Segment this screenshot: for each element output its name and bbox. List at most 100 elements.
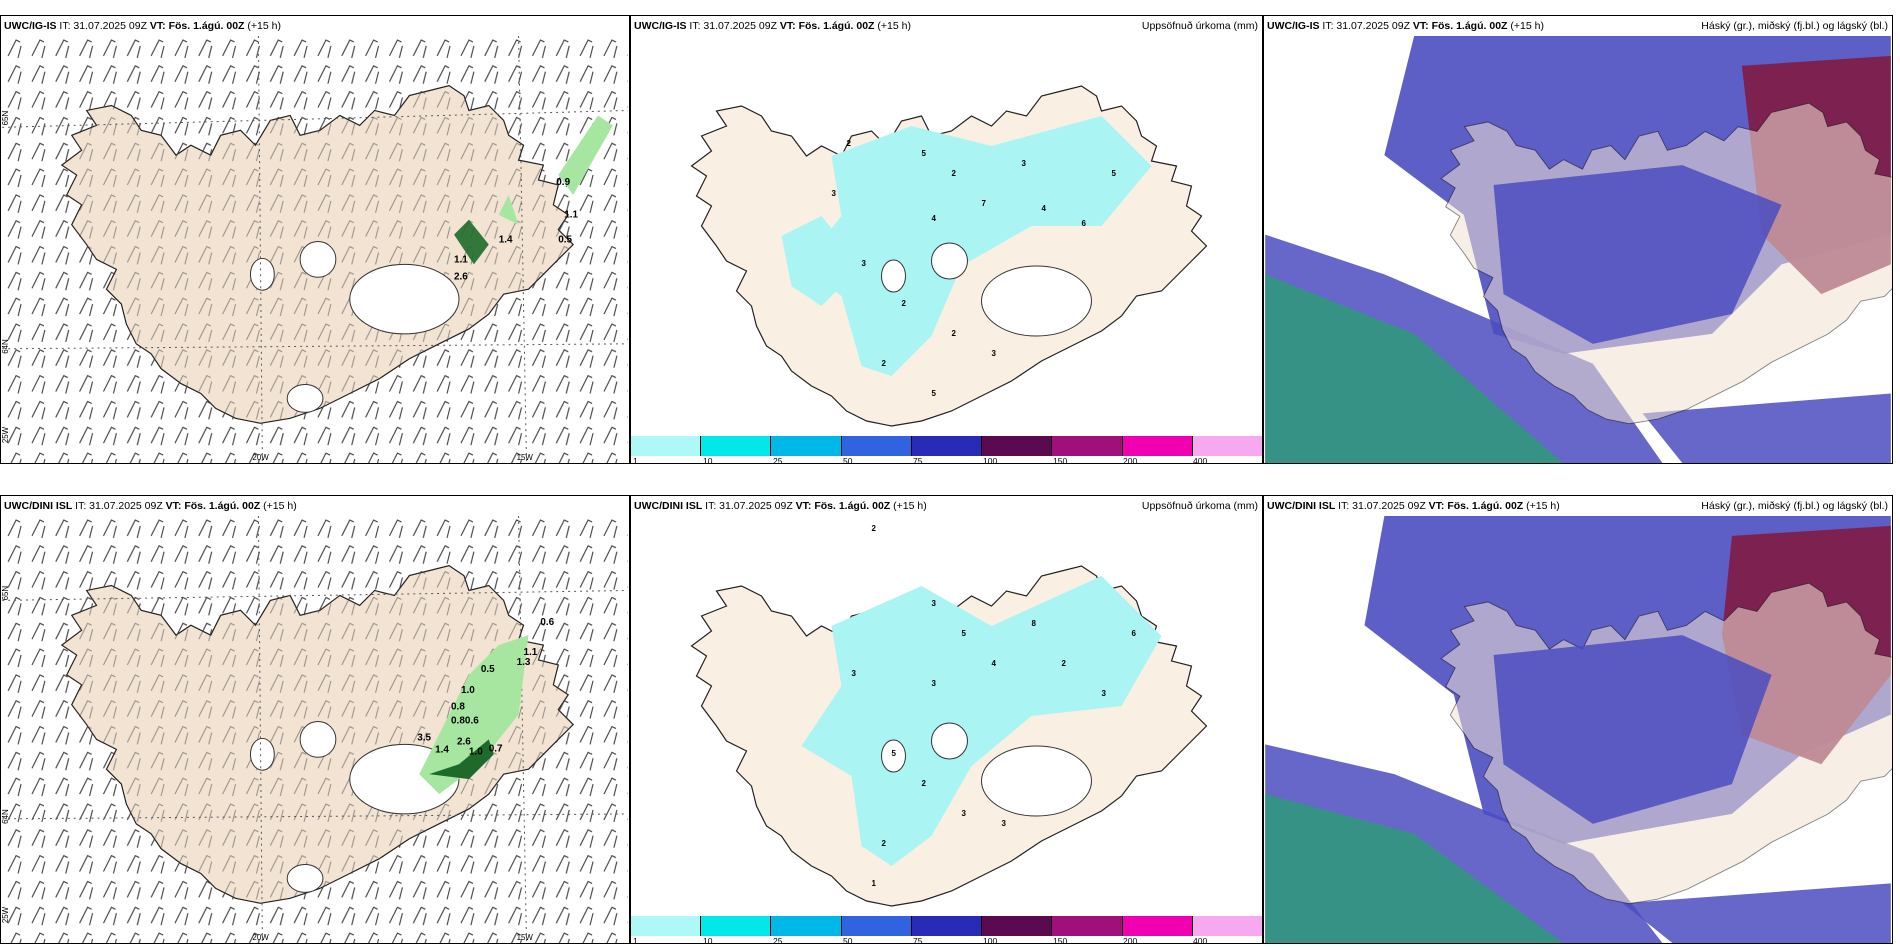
legend-label: 200 [1123,936,1138,944]
precip-value: 0.7 [489,743,503,754]
panel-header: UWC/DINI ISL IT: 31.07.2025 09Z VT: Fös.… [4,500,297,512]
legend-label: 400 [1193,456,1208,464]
svg-text:2: 2 [922,779,927,788]
legend-swatch [701,436,772,456]
legend-label: 75 [913,456,923,464]
legend-swatch [1052,916,1123,936]
legend-label: 75 [913,936,923,944]
lat-label: 64N [1,809,10,824]
legend-label: 50 [843,936,853,944]
legend-label: 50 [843,456,853,464]
legend-swatch [631,436,702,456]
legend-swatch [1192,916,1262,936]
svg-text:4: 4 [1042,204,1047,213]
legend-swatch [982,436,1053,456]
legend-swatch [911,916,983,936]
svg-text:3: 3 [832,189,837,198]
legend-label: 10 [703,456,713,464]
svg-text:3: 3 [1102,689,1107,698]
lat-label: 65N [1,586,10,601]
precip-value: 1.4 [435,744,449,755]
svg-text:2: 2 [882,839,887,848]
panel-title: Uppsöfnuð úrkoma (mm) [1141,20,1258,32]
svg-text:3: 3 [1002,819,1007,828]
cloud-map [1265,516,1892,943]
panel-title: Uppsöfnuð úrkoma (mm) [1141,500,1258,512]
wind-panel-bottom: UWC/DINI ISL IT: 31.07.2025 09Z VT: Fös.… [0,495,630,944]
legend-label: 10 [703,936,713,944]
precip-value: 1.0 [469,746,483,757]
lon-label: 15W [517,453,534,462]
svg-text:2: 2 [952,169,957,178]
panel-header: UWC/IG-IS IT: 31.07.2025 09Z VT: Fös. 1.… [4,20,281,32]
legend-label: 25 [773,936,783,944]
cloud-map [1265,36,1892,463]
lon-label: 20W [252,933,269,942]
svg-text:3: 3 [932,599,937,608]
legend-swatch [1192,436,1262,456]
svg-text:2: 2 [952,329,957,338]
precip-value: 2.6 [454,271,468,282]
lon-label: 20W [252,453,269,462]
svg-text:1: 1 [872,879,877,888]
svg-text:6: 6 [1082,219,1087,228]
svg-text:7: 7 [982,199,987,208]
legend-label: 150 [1053,456,1068,464]
lat-label: 25W [1,906,10,923]
legend-label: 100 [983,456,998,464]
svg-text:6: 6 [1132,629,1137,638]
svg-text:5: 5 [922,149,927,158]
legend-swatch [1122,916,1193,936]
legend-swatch [841,916,912,936]
precip-value: 0.6 [540,617,554,628]
svg-text:2: 2 [902,299,907,308]
legend-swatch [771,916,842,936]
panel-header: UWC/IG-IS IT: 31.07.2025 09Z VT: Fös. 1.… [1264,16,1892,36]
panel-header: UWC/IG-IS IT: 31.07.2025 09Z VT: Fös. 1.… [631,16,1262,36]
wind-map: 0.6 1.1 1.3 0.5 1.0 0.8 0.8 0.6 3.5 2.6 … [1,516,628,943]
precip-value: 0.5 [481,664,495,675]
svg-text:2: 2 [882,359,887,368]
wind-map: 0.9 1.1 0.5 1.4 1.1 2.6 65N 64N 25W 20W … [1,36,628,463]
panel-title: Háský (gr.), miðský (fj.bl.) og lágský (… [1701,20,1888,32]
legend-label: 150 [1053,936,1068,944]
precip-value: 2.6 [457,736,471,747]
svg-text:5: 5 [962,629,967,638]
precip-value: 0.6 [465,716,479,727]
precip-value: 1.1 [524,647,538,658]
legend-swatch [1052,436,1123,456]
legend-label: 200 [1123,456,1138,464]
legend-swatch [1122,436,1193,456]
precip-map: 2 3 5 4 3 2 3 5 2 3 3 2 6 8 3 1 [690,524,1208,907]
precip-value: 0.8 [451,702,465,713]
svg-text:5: 5 [1112,169,1117,178]
legend-swatch [701,916,772,936]
legend-label: 400 [1193,936,1208,944]
lat-label: 25W [1,426,10,443]
precip-value: 1.0 [461,685,475,696]
precip-value: 0.8 [451,716,465,727]
precip-value: 1.4 [499,235,513,246]
legend-label: 1 [633,936,638,944]
svg-text:3: 3 [992,349,997,358]
panel-title: Háský (gr.), miðský (fj.bl.) og lágský (… [1701,500,1888,512]
svg-text:2: 2 [872,524,877,533]
svg-text:8: 8 [1032,619,1037,628]
cloud-panel-bottom: UWC/DINI ISL IT: 31.07.2025 09Z VT: Fös.… [1263,495,1893,944]
svg-text:3: 3 [862,259,867,268]
legend-swatch [911,436,983,456]
legend-swatch [771,436,842,456]
wind-panel-top: UWC/IG-IS IT: 31.07.2025 09Z VT: Fös. 1.… [0,15,630,464]
precip-panel-bottom: UWC/DINI ISL IT: 31.07.2025 09Z VT: Fös.… [630,495,1263,944]
lat-label: 65N [1,111,10,126]
precip-legend [631,916,1262,936]
svg-text:3: 3 [962,809,967,818]
precip-value: 1.3 [517,657,531,668]
legend-swatch [841,436,912,456]
cloud-panel-top: UWC/IG-IS IT: 31.07.2025 09Z VT: Fös. 1.… [1263,15,1893,464]
lat-label: 64N [1,339,10,354]
legend-label: 100 [983,936,998,944]
panel-header: UWC/DINI ISL IT: 31.07.2025 09Z VT: Fös.… [1264,496,1892,516]
svg-text:4: 4 [992,659,997,668]
precip-panel-top: UWC/IG-IS IT: 31.07.2025 09Z VT: Fös. 1.… [630,15,1263,464]
